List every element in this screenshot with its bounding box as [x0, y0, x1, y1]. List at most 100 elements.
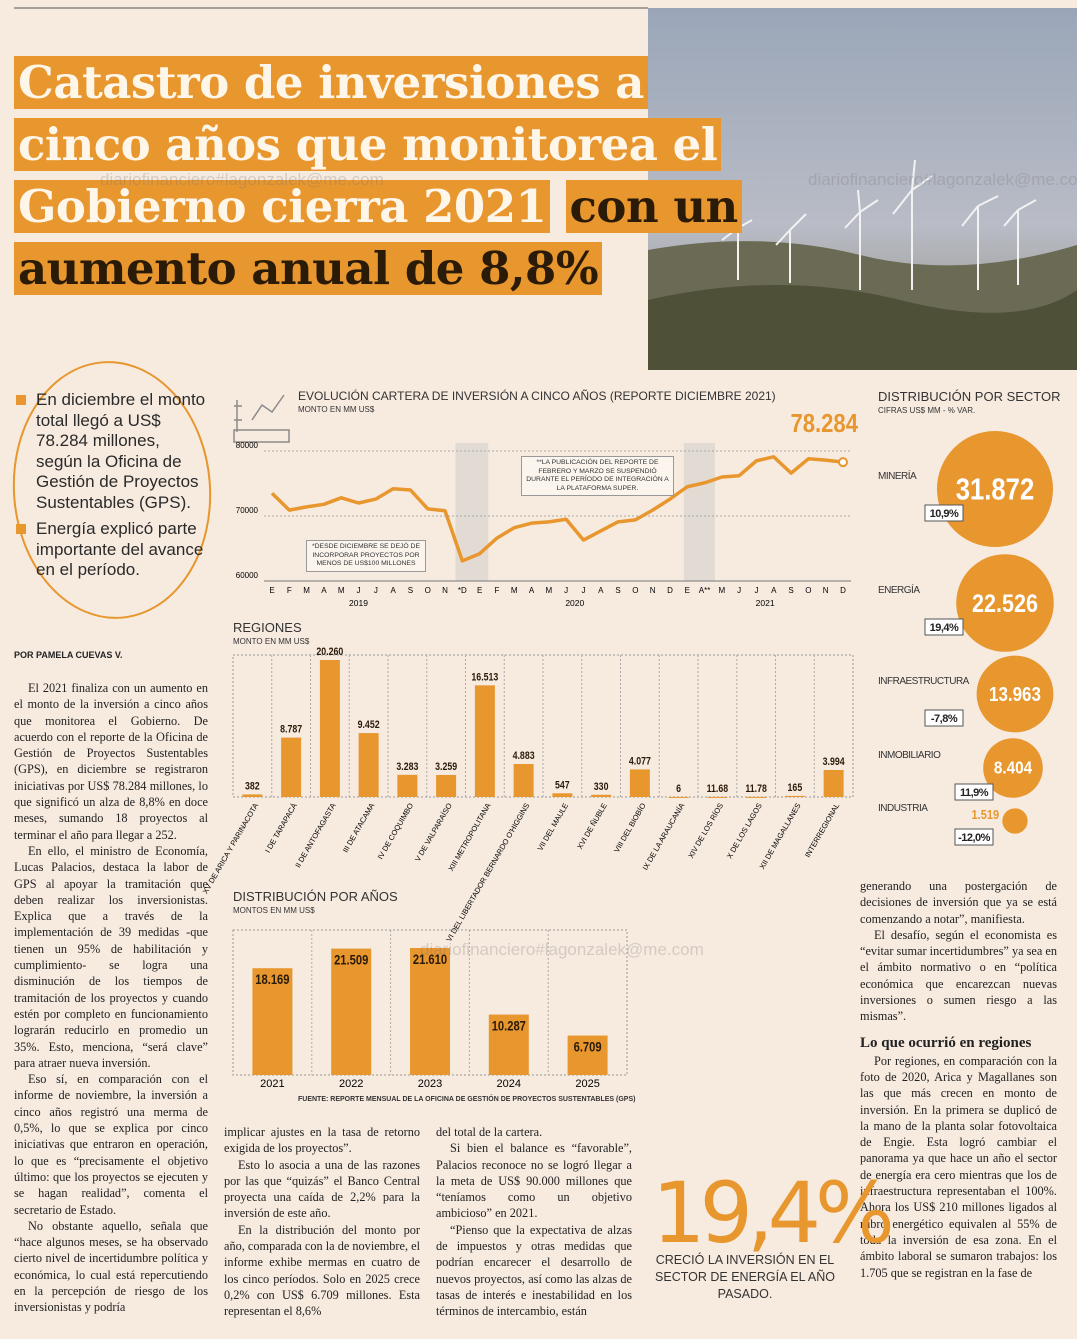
change-box — [924, 504, 964, 522]
x-tick-label: E — [269, 586, 274, 595]
byline: POR PAMELA CUEVAS V. — [14, 650, 123, 660]
change-box — [954, 828, 994, 846]
value-label: 8.404 — [994, 757, 1033, 777]
x-tick-label: VIII DEL BIOBÍO — [612, 801, 648, 854]
x-tick-label: S — [408, 586, 413, 595]
bar — [397, 774, 418, 797]
change-box — [924, 709, 964, 727]
x-tick-label: J — [754, 586, 758, 595]
bar — [591, 794, 612, 797]
chart-subtitle: MONTO EN MM US$ — [298, 405, 375, 414]
x-tick-label: INTERREGIONAL — [803, 802, 841, 860]
change-label: 19,4% — [930, 622, 959, 634]
category-label: INFRAESTRUCTURA — [878, 676, 970, 687]
change-box — [924, 618, 964, 636]
x-tick-label: II DE ANTOFAGASTA — [293, 802, 337, 870]
x-tick-label: N — [650, 586, 656, 595]
paragraph: En la distribución del monto por año, co… — [224, 1222, 420, 1319]
paragraph: Si bien el balance es “favorable”, Palac… — [436, 1141, 632, 1221]
bar — [629, 769, 650, 797]
value-label: 3.283 — [396, 761, 418, 773]
value-label: 10.287 — [492, 1018, 526, 1033]
bullet: Energía explicó parte importante del ava… — [14, 519, 210, 581]
paragraph: generando una postergación de decisiones… — [860, 879, 1057, 926]
bar — [567, 1035, 608, 1075]
value-label: 20.260 — [316, 646, 343, 658]
watermark: diariofinanciero#lagonzalek@me.com — [100, 170, 384, 189]
value-label: 3.259 — [435, 761, 457, 773]
x-tick-label: XVI DE ÑUBLE — [575, 802, 609, 851]
x-tick-label: IV DE COQUIMBO — [376, 801, 416, 860]
x-tick-label: A — [321, 586, 327, 595]
value-label: 547 — [555, 779, 570, 791]
x-tick-label: A — [390, 586, 396, 595]
x-tick-label: 2021 — [260, 1078, 284, 1090]
photo — [648, 8, 1077, 370]
x-tick-label: IX DE LA ARAUCANÍA — [641, 802, 687, 872]
x-tick-label: F — [494, 586, 499, 595]
annotation: *DESDE DICIEMBRE SE DEJÓ DE INCORPORAR P… — [306, 540, 426, 572]
bullet: En diciembre el monto total llegó a US$ … — [14, 390, 210, 513]
x-tick-label: N — [442, 586, 448, 595]
paragraph: En ello, el ministro de Economía, Lucas … — [14, 843, 208, 1070]
value-label: 1.519 — [972, 807, 1000, 822]
source: FUENTE: REPORTE MENSUAL DE LA OFICINA DE… — [298, 1096, 636, 1103]
value-label: 31.872 — [956, 473, 1034, 506]
change-box — [954, 783, 994, 801]
x-tick-label: X DE LOS LAGOS — [725, 802, 764, 861]
value-label: 8.787 — [280, 724, 302, 736]
paragraph: El 2021 finaliza con un aumento en el mo… — [14, 681, 208, 842]
category-label: INMOBILIARIO — [878, 750, 941, 761]
bar — [242, 794, 263, 797]
x-tick-label: M — [719, 586, 726, 595]
x-tick-label: D — [667, 586, 673, 595]
bar — [668, 796, 689, 798]
category-label: MINERÍA — [878, 469, 917, 482]
x-tick-label: S — [788, 586, 793, 595]
value-label: 9.452 — [358, 719, 380, 731]
value-label: 382 — [245, 781, 260, 793]
hand-drawn-circle — [12, 361, 212, 619]
x-tick-label: I DE TARAPACÁ — [263, 802, 299, 855]
category-label: ENERGÍA — [878, 583, 920, 596]
x-tick-label: 2023 — [418, 1078, 442, 1090]
subhead: Lo que ocurrió en regiones — [860, 1034, 1032, 1051]
value-label: 6.709 — [574, 1039, 602, 1054]
chart-title: REGIONES — [233, 620, 302, 635]
x-tick-label: XIV DE LOS RÍOS — [686, 802, 725, 860]
x-tick-label: VI DEL LIBERTADOR BERNARDO O'HIGGINS — [444, 802, 531, 944]
x-tick-label: 2025 — [575, 1078, 599, 1090]
chart-subtitle: MONTOS EN MM US$ — [233, 906, 315, 915]
value-label: 13.963 — [989, 683, 1041, 706]
paragraph: Eso sí, en comparación con el informe de… — [14, 1072, 208, 1217]
change-label: -12,0% — [958, 832, 991, 844]
annotation: **LA PUBLICACIÓN DEL REPORTE DE FEBRERO … — [521, 456, 674, 497]
x-tick-label: 2022 — [339, 1078, 363, 1090]
headline-light: Catastro de inversiones a cinco años que… — [14, 56, 722, 233]
bar — [488, 1014, 529, 1075]
x-tick-label: S — [615, 586, 620, 595]
bar — [707, 796, 728, 798]
bar — [746, 796, 767, 798]
y-tick-label: 80000 — [236, 441, 259, 450]
x-tick-label: N — [823, 586, 829, 595]
bar — [823, 769, 844, 797]
paragraph: “Pienso que la expectativa de alzas de i… — [436, 1222, 632, 1319]
value-label: 22.526 — [972, 589, 1038, 617]
bar — [252, 968, 293, 1075]
body-column: implicar ajustes en la tasa de retorno e… — [224, 1124, 420, 1320]
highlight-text: CRECIÓ LA INVERSIÓN EN EL SECTOR DE ENER… — [655, 1253, 835, 1301]
bubble — [956, 554, 1054, 652]
bubble — [1002, 808, 1028, 834]
x-tick-label: M — [511, 586, 518, 595]
bar — [410, 948, 450, 1075]
change-label: 10,9% — [930, 508, 959, 520]
body-column: del total de la cartera. Si bien el balan… — [436, 1124, 632, 1320]
bar — [474, 685, 495, 797]
paragraph: Por regiones, en comparación con la foto… — [860, 1053, 1057, 1280]
shaded-period — [683, 443, 715, 581]
chart-icon — [233, 394, 290, 443]
value-label: 18.169 — [255, 972, 289, 987]
x-tick-label: O — [805, 586, 811, 595]
